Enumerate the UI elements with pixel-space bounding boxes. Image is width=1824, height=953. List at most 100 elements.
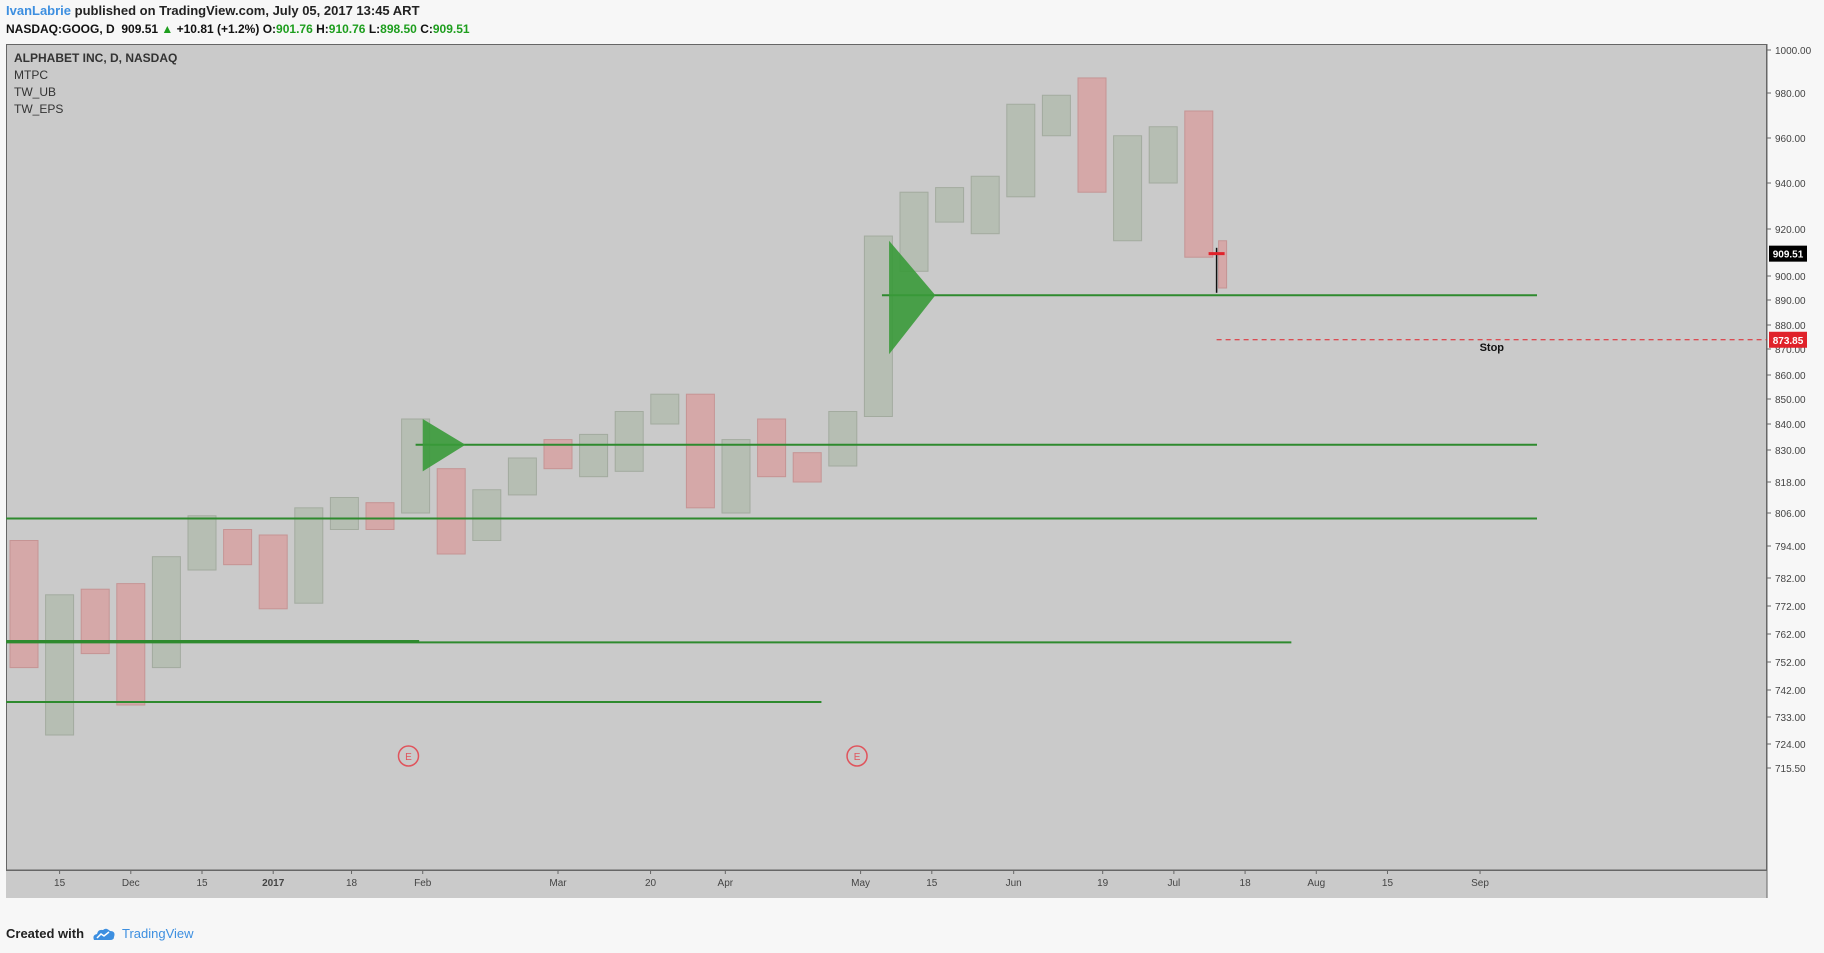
candle-7 — [258, 534, 288, 610]
candles-layer — [9, 77, 1228, 736]
time-tick-label: May — [851, 878, 870, 889]
price-tick-label: 752.00 — [1775, 658, 1806, 669]
annotations-layer: Stop — [1208, 247, 1767, 354]
time-tick-label: Aug — [1307, 878, 1325, 889]
candle-31 — [1113, 135, 1143, 242]
price-tick-label: 880.00 — [1775, 321, 1806, 332]
tradingview-brand[interactable]: TradingView — [92, 926, 194, 941]
change-value: +10.81 (+1.2%) — [176, 22, 260, 36]
candle-14 — [507, 457, 537, 496]
candle-6 — [223, 529, 253, 566]
candle-27 — [970, 175, 1000, 235]
time-tick-label: 15 — [196, 878, 208, 889]
earnings-marker-icon[interactable] — [397, 745, 420, 767]
legend-tw-ub: TW_UB — [14, 85, 56, 99]
open-value: 901.76 — [276, 22, 313, 36]
candle-33 — [1184, 110, 1214, 258]
time-tick-label: 2017 — [262, 878, 285, 889]
open-label: O: — [262, 22, 277, 36]
price-tick-label: 782.00 — [1775, 574, 1806, 585]
candle-17 — [614, 411, 644, 472]
price-tick-label: 1000.00 — [1775, 46, 1812, 57]
candle-8 — [294, 507, 324, 604]
earnings-marker-icon[interactable] — [846, 745, 868, 767]
candle-29 — [1041, 94, 1071, 137]
price-chart[interactable]: 1000.00 980.00 960.00 940.00 920.00 900.00 890… — [6, 44, 1818, 898]
candle-21 — [757, 418, 787, 478]
chart-area[interactable]: 1000.00 980.00 960.00 940.00 920.00 900.00 890… — [6, 44, 1818, 898]
price-tick-label: 860.00 — [1775, 371, 1806, 382]
price-tick-label: 920.00 — [1775, 225, 1806, 236]
author-link[interactable]: IvanLabrie — [6, 3, 72, 18]
buy-signal-triangle — [889, 240, 936, 355]
candle-2 — [80, 588, 110, 655]
price-tick-label: 840.00 — [1775, 420, 1806, 431]
publish-line: IvanLabrie published on TradingView.com,… — [6, 2, 470, 20]
price-axis[interactable]: 1000.00 980.00 960.00 940.00 920.00 900.00 890… — [1767, 46, 1812, 775]
time-tick-label: 15 — [926, 878, 938, 889]
time-tick-label: Sep — [1471, 878, 1489, 889]
publish-info: published on TradingView.com, July 05, 2… — [74, 3, 420, 18]
candle-30 — [1077, 77, 1107, 193]
low-value: 898.50 — [380, 22, 417, 36]
tradingview-cloud-icon — [93, 928, 115, 940]
candle-32 — [1148, 126, 1178, 184]
earnings-marker-label: E — [854, 752, 861, 763]
created-with-label: Created with — [6, 926, 85, 941]
signals-layer — [422, 240, 936, 472]
time-tick-label: Mar — [549, 878, 567, 889]
time-tick-label: Feb — [414, 878, 432, 889]
price-tick-label: 724.00 — [1775, 740, 1806, 751]
candle-5 — [187, 515, 217, 571]
time-tick-label: Apr — [718, 878, 734, 889]
time-tick-label: Jun — [1006, 878, 1022, 889]
candle-16 — [579, 433, 609, 478]
price-tick-label: 772.00 — [1775, 602, 1806, 613]
price-tick-label: 960.00 — [1775, 134, 1806, 145]
legend-tw-eps: TW_EPS — [14, 102, 63, 116]
time-tick-label: 18 — [1240, 878, 1252, 889]
price-tick-label: 830.00 — [1775, 446, 1806, 457]
time-tick-label: 15 — [54, 878, 66, 889]
earnings-marker-label: E — [405, 752, 412, 763]
time-tick-label: 20 — [645, 878, 657, 889]
price-tick-label: 794.00 — [1775, 542, 1806, 553]
candle-10 — [365, 502, 395, 530]
time-tick-label: 15 — [1382, 878, 1394, 889]
high-value: 910.76 — [328, 22, 366, 36]
time-tick-label: Dec — [122, 878, 140, 889]
price-tick-label: 742.00 — [1775, 686, 1806, 697]
time-tick-label: 19 — [1097, 878, 1109, 889]
time-axis[interactable]: 15 Dec 15 2017 18 Feb Mar 20 Apr May 15 Jun 19 Jul 18 A… — [54, 870, 1489, 889]
candle-19 — [685, 393, 715, 509]
candle-24 — [863, 235, 893, 417]
stop-price-box — [1769, 331, 1807, 348]
candle-20 — [721, 439, 751, 514]
candle-1 — [45, 594, 75, 736]
candle-3 — [116, 583, 146, 706]
candle-9 — [329, 497, 359, 530]
candle-34 — [1218, 240, 1228, 289]
stop-label: Stop — [1480, 342, 1505, 354]
levels-layer — [6, 294, 1537, 703]
last-price-box — [1769, 245, 1807, 262]
candle-26 — [935, 187, 965, 223]
chart-header: IvanLabrie published on TradingView.com,… — [6, 2, 470, 38]
legend-mtpc: MTPC — [14, 68, 48, 82]
candle-13 — [472, 489, 502, 541]
legend: ALPHABET INC, D, NASDAQ MTPC TW_UB TW_EP… — [14, 51, 177, 116]
candle-23 — [828, 411, 858, 467]
price-tick-label: 733.00 — [1775, 713, 1806, 724]
price-tick-label: 900.00 — [1775, 272, 1806, 283]
time-tick-label: 18 — [346, 878, 358, 889]
close-label: C: — [420, 22, 433, 36]
candle-4 — [151, 556, 181, 669]
stop-price-label: 873.85 — [1773, 336, 1804, 347]
candle-22 — [792, 452, 822, 483]
price-tick-label: 850.00 — [1775, 395, 1806, 406]
price-tick-label: 980.00 — [1775, 89, 1806, 100]
price-tick-label: 818.00 — [1775, 478, 1806, 489]
footer: Created with TradingView — [6, 926, 194, 941]
close-value: 909.51 — [432, 22, 470, 36]
candle-0 — [9, 540, 39, 669]
